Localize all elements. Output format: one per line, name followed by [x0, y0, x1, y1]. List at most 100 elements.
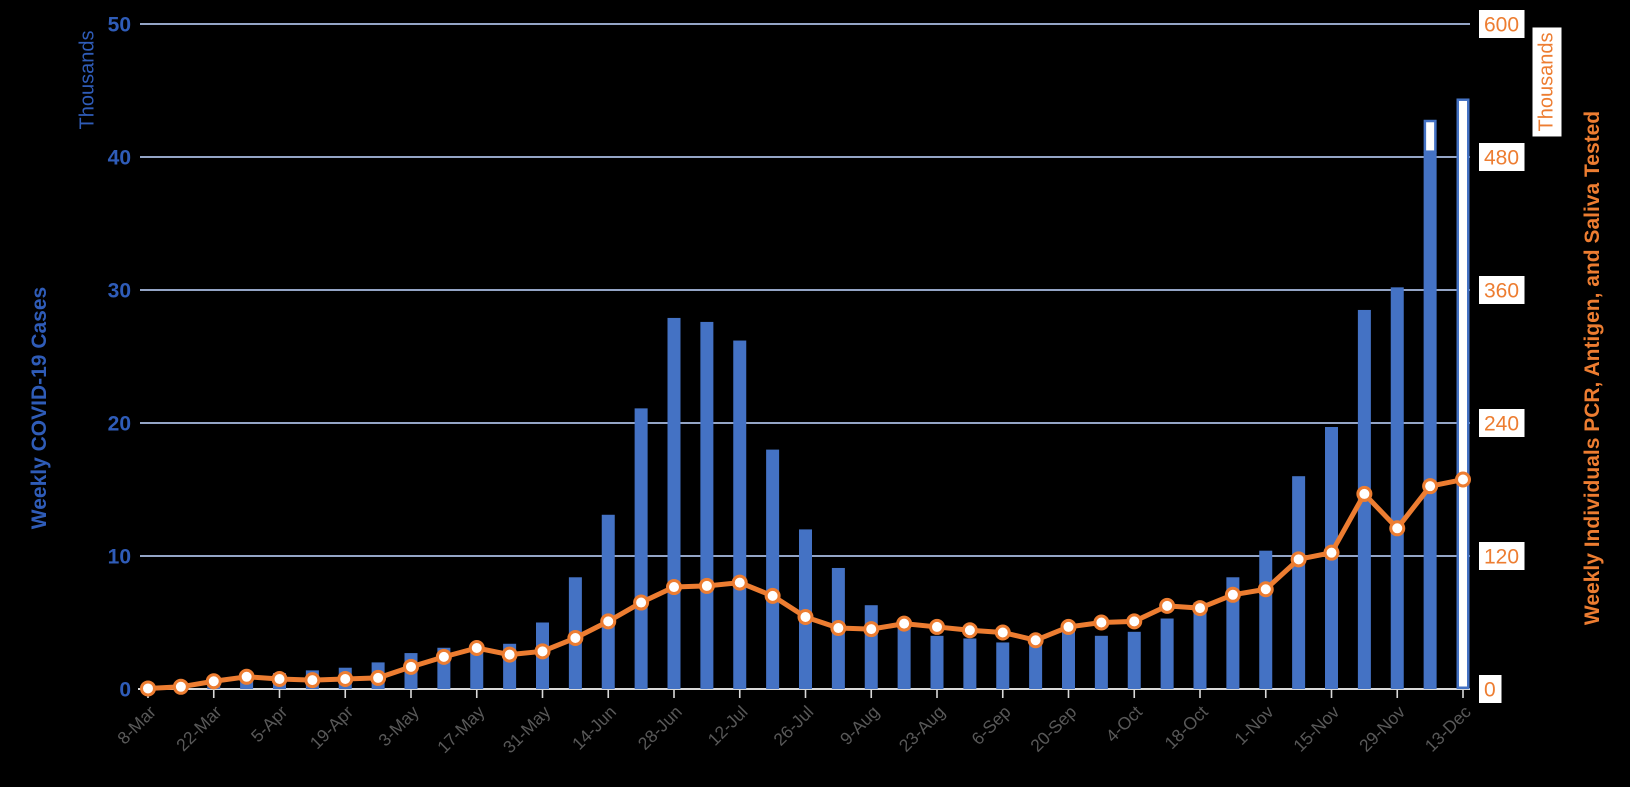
line-marker	[1027, 632, 1044, 649]
line-marker	[896, 615, 913, 632]
line-marker	[764, 587, 781, 604]
line-marker	[1389, 520, 1406, 537]
left-axis-unit-label: Thousands	[76, 30, 99, 130]
line-marker	[205, 673, 222, 690]
bar	[897, 627, 911, 689]
left-axis-tick-label: 0	[119, 679, 131, 702]
line-marker	[468, 639, 485, 656]
x-axis-tick-label: 15-Nov	[1289, 702, 1343, 756]
bar	[1292, 476, 1306, 689]
right-axis-tick-chip	[1479, 542, 1525, 570]
left-axis-tick-label: 40	[108, 147, 131, 170]
line-marker	[994, 624, 1011, 641]
line-marker	[1422, 478, 1439, 495]
line-marker	[1159, 597, 1176, 614]
line-marker	[435, 648, 452, 665]
line-marker	[830, 620, 847, 637]
right-axis-tick-label: 0	[1484, 679, 1496, 702]
bar	[864, 605, 878, 689]
bar	[1160, 618, 1174, 689]
line-marker	[1290, 551, 1307, 568]
line-marker	[633, 594, 650, 611]
x-axis-tick-label: 9-Aug	[836, 702, 883, 749]
x-axis-tick-label: 5-Apr	[247, 702, 292, 747]
bar	[1423, 151, 1437, 689]
bar	[1029, 643, 1043, 689]
bar	[1390, 287, 1404, 689]
bar-hollow-segment	[1423, 119, 1437, 153]
left-axis-tick-label: 10	[108, 546, 131, 569]
line-marker	[337, 671, 354, 688]
right-axis-tick-chip	[1479, 10, 1525, 38]
x-axis-tick-label: 26-Jul	[769, 702, 817, 750]
right-axis-tick-label: 480	[1484, 147, 1519, 170]
line-marker	[271, 671, 288, 688]
line-marker	[1224, 586, 1241, 603]
line-marker	[534, 643, 551, 660]
right-axis-tick-chip	[1479, 143, 1525, 171]
line-marker	[797, 608, 814, 625]
x-axis-tick-label: 17-May	[433, 702, 489, 758]
x-axis-tick-label: 13-Dec	[1421, 702, 1475, 756]
bar	[700, 321, 714, 689]
line-marker	[1356, 485, 1373, 502]
right-axis-tick-label: 360	[1484, 280, 1519, 303]
line-marker	[600, 613, 617, 630]
line-marker	[1455, 471, 1471, 488]
left-axis-tick-label: 20	[108, 413, 131, 436]
bar-hollow-segment	[1456, 98, 1470, 690]
bar	[1094, 635, 1108, 689]
right-axis-tick-chip	[1479, 276, 1525, 304]
line-marker	[1060, 618, 1077, 635]
bar	[996, 642, 1010, 689]
right-axis-tick-chip	[1479, 675, 1502, 703]
line-marker	[1093, 614, 1110, 631]
x-axis-tick-label: 18-Oct	[1161, 702, 1212, 753]
line-marker	[698, 577, 715, 594]
line-marker	[961, 622, 978, 639]
bar	[963, 638, 977, 689]
right-axis-tick-label: 240	[1484, 413, 1519, 436]
bar	[733, 340, 747, 689]
bar	[766, 449, 780, 689]
bar	[634, 408, 648, 689]
right-axis-tick-label: 120	[1484, 546, 1519, 569]
right-axis-tick-chip	[1479, 409, 1525, 437]
bar	[1062, 629, 1075, 689]
x-axis-tick-label: 22-Mar	[172, 702, 225, 755]
left-axis-tick-label: 30	[108, 280, 131, 303]
line-marker	[1192, 600, 1208, 617]
right-axis-title: Weekly Individuals PCR, Antigen, and Sal…	[1581, 110, 1604, 626]
x-axis-tick-label: 1-Nov	[1230, 702, 1277, 749]
bar	[1259, 550, 1273, 689]
left-axis-title: Weekly COVID-19 Cases	[28, 286, 51, 530]
right-axis-tick-label: 600	[1484, 14, 1519, 37]
line-marker	[238, 668, 255, 685]
line-marker	[666, 579, 682, 596]
line-marker	[304, 672, 321, 689]
x-axis-tick-label: 28-Jun	[634, 702, 686, 754]
x-axis-tick-label: 31-May	[499, 702, 555, 758]
line-marker	[1323, 544, 1340, 561]
line-marker	[501, 646, 518, 663]
line-marker	[403, 658, 419, 675]
bar	[667, 317, 681, 689]
x-axis-tick-label: 23-Aug	[895, 702, 949, 756]
bar	[930, 635, 944, 689]
bar	[1226, 577, 1240, 689]
x-axis-tick-label: 8-Mar	[113, 702, 160, 749]
x-axis-tick-label: 4-Oct	[1102, 702, 1146, 746]
x-axis-tick-label: 14-Jun	[568, 702, 620, 754]
line-marker	[731, 574, 748, 591]
bar	[470, 649, 484, 689]
line-marker	[172, 678, 189, 695]
line-marker	[140, 680, 156, 697]
line-marker	[929, 618, 945, 635]
bar	[601, 514, 615, 689]
right-axis-unit-label: Thousands	[1532, 27, 1562, 137]
x-axis-tick-label: 20-Sep	[1026, 702, 1080, 756]
bar	[1127, 631, 1141, 689]
x-axis-tick-label: 6-Sep	[967, 702, 1014, 749]
line-marker	[370, 669, 387, 686]
